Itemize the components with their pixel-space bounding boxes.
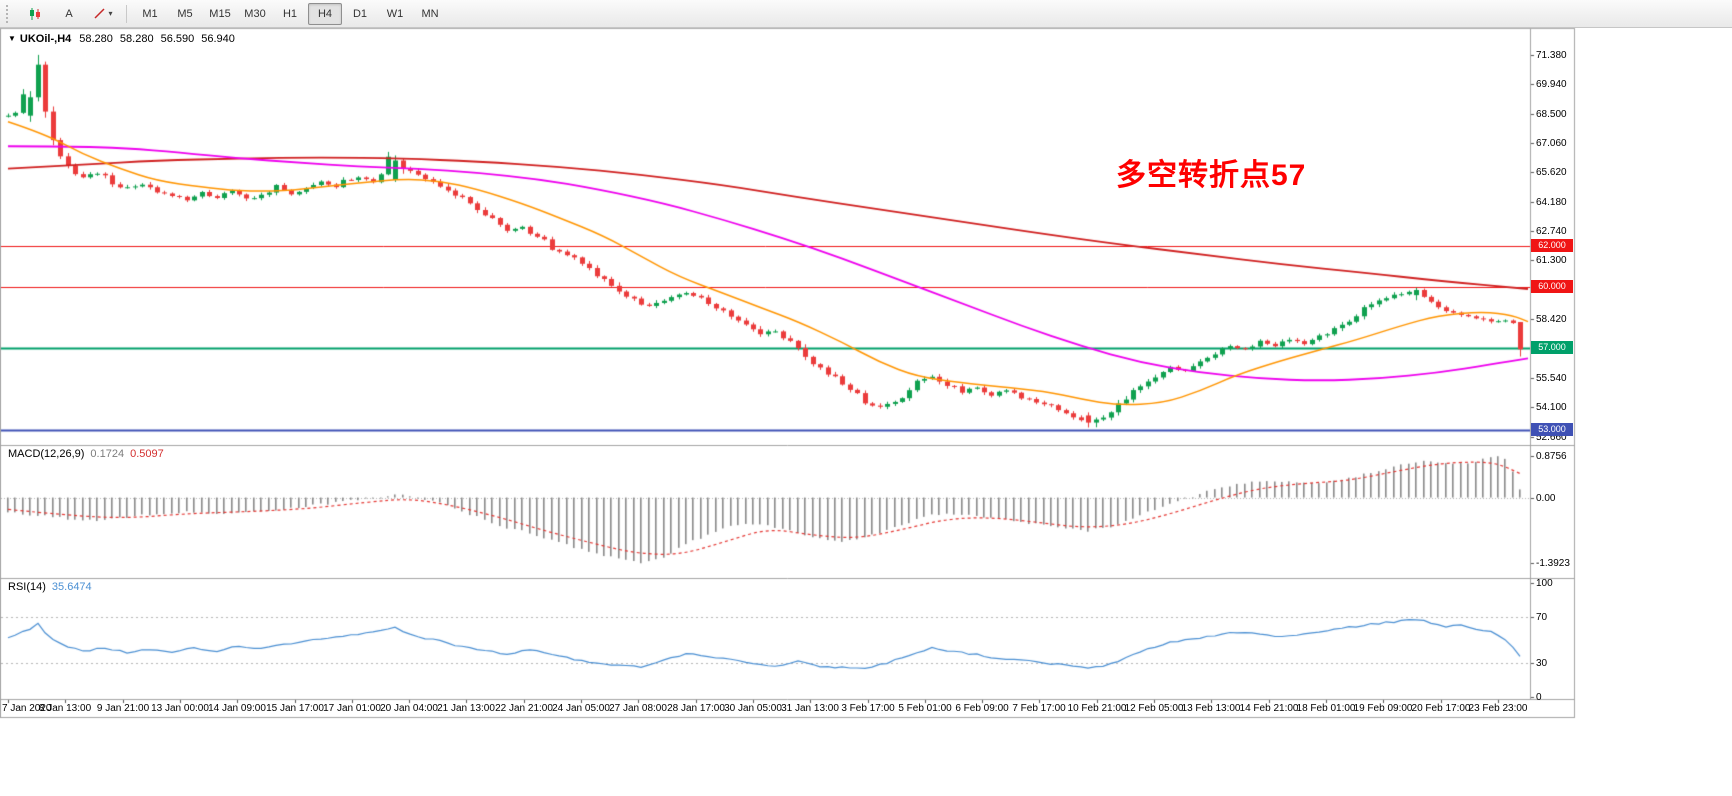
toolbar-grip[interactable] [6,4,12,23]
draw-tools-button[interactable]: ▾ [86,3,120,25]
chart-type-button[interactable] [18,3,52,25]
timeframe-button-h4[interactable]: H4 [308,2,342,25]
timeframe-button-m15[interactable]: M15 [209,7,231,20]
timeframe-button-m5[interactable]: M5 [177,7,193,20]
price-axis[interactable] [1531,28,1575,699]
timeframe-button-d1[interactable]: D1 [352,7,368,20]
rsi-name: RSI(14) [8,581,46,593]
timeframe-button-m30[interactable]: M30 [244,7,266,20]
symbol-marker-icon: ▼ [8,34,16,43]
ohlc-open: 58.280 [79,33,113,45]
symbol-info: ▼ UKOil-,H4 58.280 58.280 56.590 56.940 [8,33,242,45]
timeframe-button-mn[interactable]: MN [421,7,439,20]
text-tool-button[interactable]: A [65,7,73,20]
rsi-indicator-label: RSI(14) 35.6474 [8,581,92,593]
ohlc-high: 58.280 [119,33,154,45]
symbol-period-label: UKOil-,H4 [19,33,72,45]
macd-indicator-label: MACD(12,26,9) 0.1724 0.5097 [8,448,164,460]
toolbar-separator [126,4,127,23]
trendline-tool-icon [94,8,106,19]
ohlc-low: 56.590 [160,33,195,45]
chevron-down-icon: ▾ [108,9,113,18]
candlestick-chart-icon [30,7,40,20]
rsi-value: 35.6474 [51,581,92,593]
timeframe-button-m1[interactable]: M1 [142,7,158,20]
timeframe-toolbar: M1 M5 M15 M30 H1 H4 D1 W1 MN [133,2,447,25]
chart-annotation-text: 多空转折点57 [1116,159,1307,192]
macd-main-value: 0.1724 [90,448,125,460]
toolbar: A ▾ M1 M5 M15 M30 H1 H4 D1 W1 MN [0,0,1732,28]
timeframe-button-w1[interactable]: W1 [386,7,404,20]
macd-signal-value: 0.5097 [130,448,164,460]
timeframe-button-h1[interactable]: H1 [282,7,298,20]
ohlc-close: 56.940 [201,33,235,45]
macd-name: MACD(12,26,9) [8,448,85,460]
time-axis[interactable] [0,699,1575,718]
